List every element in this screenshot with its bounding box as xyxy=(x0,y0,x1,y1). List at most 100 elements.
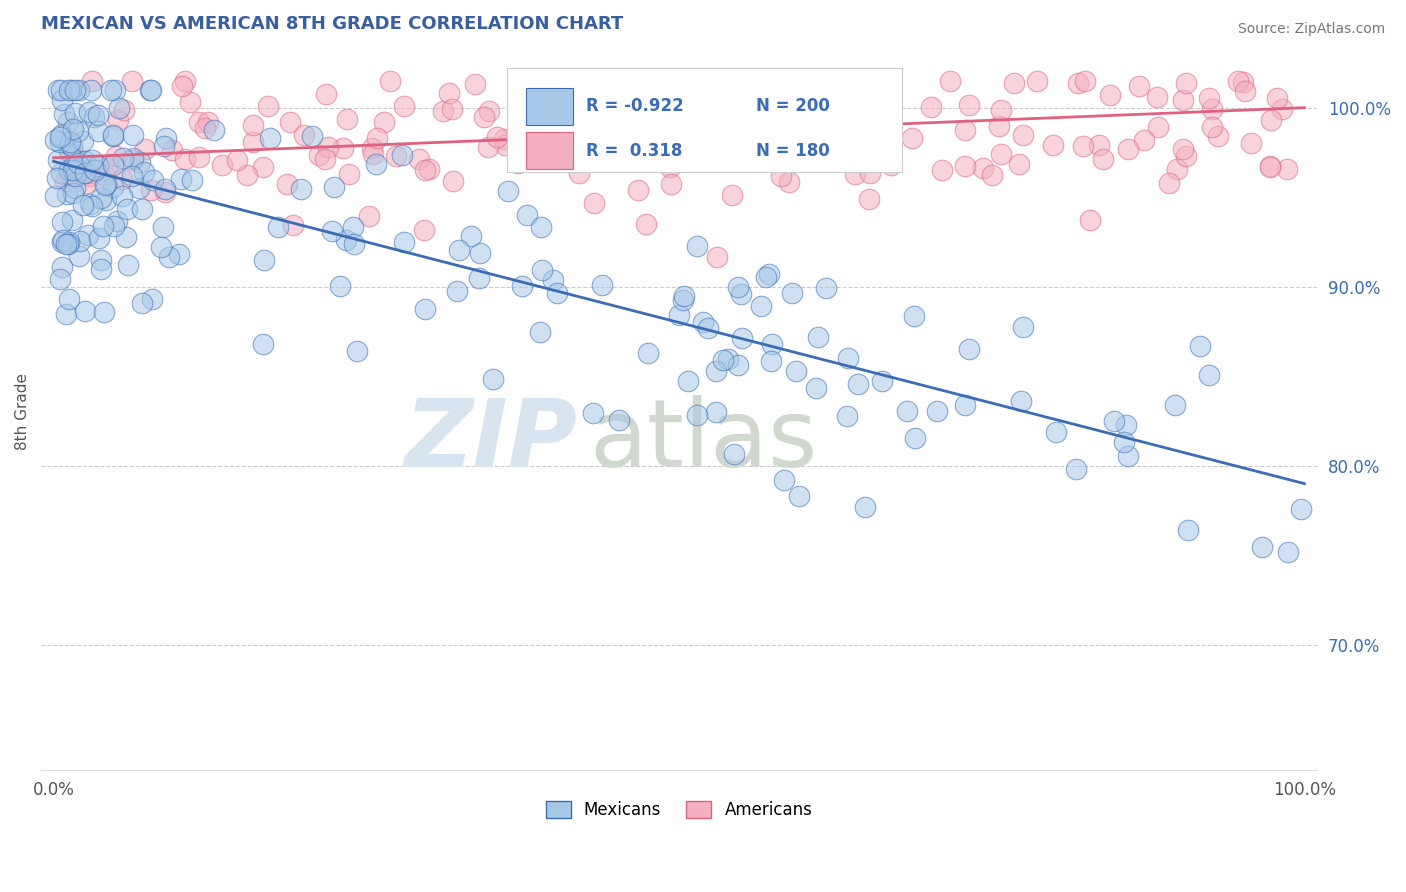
Point xyxy=(758,267,780,281)
Point xyxy=(731,331,754,345)
Point xyxy=(86,124,108,138)
Point xyxy=(492,132,515,146)
Point xyxy=(301,128,323,143)
Point xyxy=(1271,102,1294,116)
Text: R = -0.922: R = -0.922 xyxy=(586,97,683,115)
Point xyxy=(187,115,209,129)
Point xyxy=(321,224,343,238)
Point xyxy=(79,197,101,211)
Point xyxy=(242,135,264,149)
Point xyxy=(276,177,298,191)
Point xyxy=(1189,339,1212,353)
Point xyxy=(931,162,953,177)
Y-axis label: 8th Grade: 8th Grade xyxy=(15,374,30,450)
Point xyxy=(526,91,548,105)
Point xyxy=(785,364,807,378)
Point xyxy=(1042,138,1064,153)
Point xyxy=(63,181,86,195)
Point xyxy=(844,167,866,181)
Point xyxy=(477,139,499,153)
Point xyxy=(591,277,613,292)
Point xyxy=(342,220,364,235)
Point xyxy=(672,289,695,303)
Point xyxy=(257,99,280,113)
Point xyxy=(318,140,340,154)
Point xyxy=(990,103,1012,117)
Point xyxy=(759,353,782,368)
Point xyxy=(558,95,581,110)
Point xyxy=(582,406,605,420)
Point xyxy=(342,236,364,251)
Point xyxy=(153,181,176,195)
Point xyxy=(335,234,357,248)
Point xyxy=(609,141,631,155)
Point xyxy=(558,95,581,110)
Point xyxy=(1175,76,1198,90)
Point xyxy=(69,163,91,178)
Point xyxy=(94,178,117,192)
Point xyxy=(727,280,749,294)
Point xyxy=(252,336,274,351)
Point xyxy=(704,404,727,418)
Point xyxy=(470,246,492,260)
Point xyxy=(179,95,201,109)
Point xyxy=(607,79,630,94)
Point xyxy=(111,188,134,202)
Point xyxy=(740,133,762,147)
Point xyxy=(742,95,765,110)
Point xyxy=(1233,84,1256,98)
Point xyxy=(75,304,97,318)
Point xyxy=(981,168,1004,182)
Point xyxy=(115,230,138,244)
Point xyxy=(59,83,82,97)
Point xyxy=(643,127,665,141)
Point xyxy=(278,115,301,129)
Point xyxy=(188,150,211,164)
Point xyxy=(569,138,592,153)
Point xyxy=(688,103,710,118)
Point xyxy=(704,364,727,378)
FancyBboxPatch shape xyxy=(506,69,903,172)
Point xyxy=(825,74,848,88)
Point xyxy=(607,413,630,427)
Point xyxy=(49,166,72,180)
Point xyxy=(496,184,519,198)
Point xyxy=(62,162,84,177)
Point xyxy=(747,122,769,136)
Point xyxy=(531,263,554,277)
Point xyxy=(870,374,893,388)
Point xyxy=(45,171,67,186)
Point xyxy=(510,278,533,293)
Point xyxy=(1206,129,1229,144)
Point xyxy=(52,233,75,247)
Point xyxy=(93,168,115,182)
Point xyxy=(859,108,882,122)
Point xyxy=(832,99,855,113)
Point xyxy=(724,74,747,88)
Point xyxy=(44,133,66,147)
Point xyxy=(582,195,605,210)
Point xyxy=(1275,161,1298,176)
Point xyxy=(1258,159,1281,173)
Point xyxy=(494,138,516,153)
Point xyxy=(73,153,96,168)
Point xyxy=(686,408,709,422)
Point xyxy=(583,77,606,91)
Point xyxy=(508,156,530,170)
Point xyxy=(72,134,94,148)
Point xyxy=(901,130,924,145)
Point xyxy=(828,74,851,88)
Point xyxy=(94,193,117,207)
Point xyxy=(1078,212,1101,227)
Point xyxy=(534,115,557,129)
Point xyxy=(58,293,80,307)
Point xyxy=(80,83,103,97)
Point xyxy=(516,208,538,222)
Point xyxy=(59,146,82,161)
Point xyxy=(332,141,354,155)
Point xyxy=(1114,434,1136,449)
Point xyxy=(314,152,336,166)
Point xyxy=(1071,139,1094,153)
Point xyxy=(329,279,352,293)
Point xyxy=(1045,425,1067,440)
